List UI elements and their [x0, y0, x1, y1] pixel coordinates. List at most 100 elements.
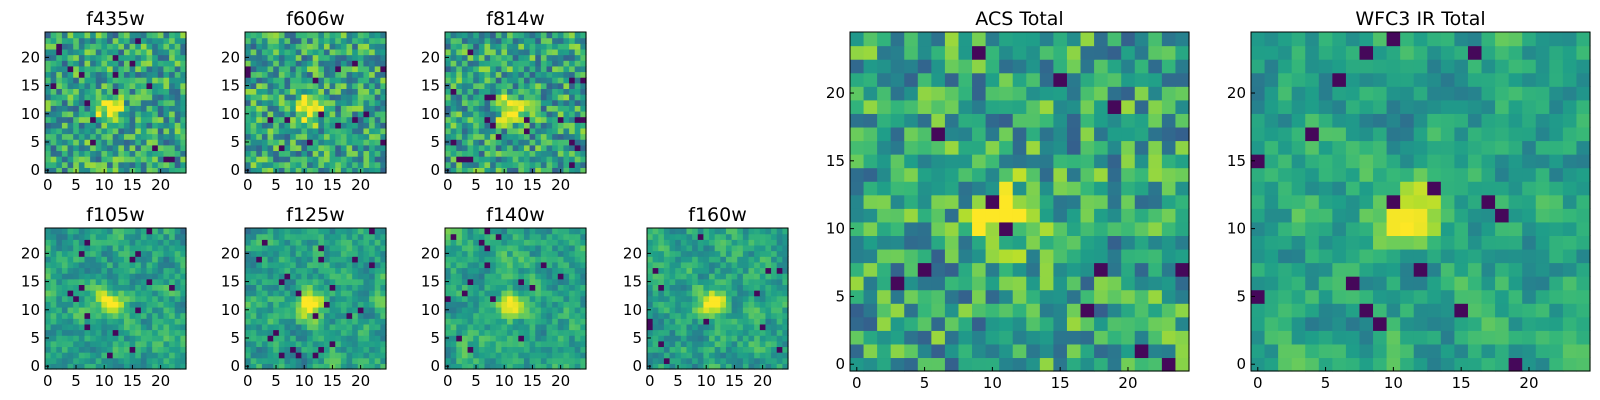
pixel-cell: [335, 48, 342, 56]
pixel-cell: [78, 161, 86, 168]
pixel-cell: [323, 228, 331, 235]
pixel-cell: [363, 127, 370, 135]
pixel-cell: [445, 256, 452, 263]
pixel-cell: [123, 161, 131, 168]
pixel-cell: [890, 208, 905, 223]
pixel-cell: [250, 233, 257, 240]
pixel-cell: [1107, 221, 1122, 236]
pixel-cell: [267, 43, 274, 50]
pixel-cell: [290, 233, 297, 240]
pixel-cell: [759, 290, 767, 297]
pixel-cell: [495, 122, 502, 129]
pixel-cell: [357, 239, 365, 246]
pixel-cell: [340, 323, 348, 331]
pixel-cell: [563, 312, 570, 319]
pixel-cell: [261, 278, 269, 285]
pixel-cell: [129, 127, 136, 135]
pixel-cell: [863, 316, 878, 331]
pixel-cell: [95, 346, 102, 353]
pixel-cell: [129, 161, 136, 168]
pixel-cell: [456, 301, 463, 308]
pixel-cell: [1039, 248, 1054, 264]
pixel-cell: [307, 144, 314, 152]
pixel-cell: [563, 99, 570, 106]
pixel-cell: [67, 306, 74, 314]
pixel-cell: [546, 48, 553, 56]
pixel-cell: [985, 140, 1000, 155]
pixel-cell: [123, 60, 131, 67]
pixel-cell: [290, 256, 297, 263]
x-tick-label: 20: [351, 176, 370, 194]
pixel-cell: [529, 244, 536, 252]
pixel-cell: [478, 312, 486, 319]
pixel-cell: [140, 256, 148, 263]
pixel-cell: [329, 32, 336, 39]
pixel-cell: [501, 88, 508, 95]
pixel-cell: [180, 105, 187, 112]
pixel-cell: [456, 43, 463, 50]
pixel-cell: [284, 323, 291, 331]
pixel-cell: [890, 235, 905, 250]
pixel-cell: [301, 228, 308, 235]
pixel-cell: [647, 256, 654, 263]
pixel-cell: [529, 306, 536, 314]
pixel-cell: [518, 32, 525, 39]
pixel-cell: [340, 77, 348, 84]
pixel-cell: [374, 329, 381, 336]
pixel-cell: [703, 228, 710, 235]
pixel-cell: [569, 329, 576, 336]
pixel-cell: [112, 278, 119, 285]
pixel-cell: [340, 37, 348, 44]
pixel-cell: [267, 32, 274, 39]
pixel-cell: [118, 43, 125, 50]
pixel-cell: [284, 37, 291, 44]
pixel-cell: [663, 284, 671, 291]
pixel-cell: [484, 256, 491, 263]
pixel-cell: [461, 228, 469, 235]
pixel-cell: [267, 357, 274, 364]
pixel-cell: [467, 228, 474, 235]
pixel-cell: [380, 133, 387, 140]
pixel-cell: [569, 88, 576, 95]
pixel-cell: [523, 244, 531, 252]
pixel-cell: [180, 244, 187, 252]
pixel-cell: [118, 244, 125, 252]
pixel-cell: [50, 346, 57, 353]
pixel-cell: [765, 261, 772, 269]
pixel-cell: [380, 301, 387, 308]
pixel-cell: [546, 340, 553, 348]
pixel-cell: [95, 318, 102, 325]
pixel-cell: [312, 363, 319, 370]
pixel-cell: [473, 156, 480, 163]
pixel-cell: [169, 228, 176, 235]
pixel-cell: [284, 156, 291, 163]
pixel-cell: [877, 126, 892, 142]
pixel-cell: [73, 133, 80, 140]
pixel-cell: [352, 167, 359, 174]
pixel-cell: [295, 329, 302, 336]
pixel-cell: [323, 256, 331, 263]
pixel-cell: [759, 312, 767, 319]
pixel-cell: [782, 273, 789, 280]
pixel-cell: [307, 116, 314, 123]
pixel-cell: [771, 290, 778, 297]
pixel-cell: [335, 133, 342, 140]
pixel-cell: [552, 301, 559, 308]
pixel-cell: [290, 144, 297, 152]
pixel-cell: [904, 113, 919, 128]
pixel-cell: [346, 127, 353, 135]
pixel-cell: [174, 244, 181, 252]
pixel-cell: [490, 110, 497, 118]
pixel-cell: [261, 77, 269, 84]
pixel-cell: [323, 110, 331, 118]
pixel-cell: [329, 133, 336, 140]
pixel-cell: [107, 133, 114, 140]
pixel-cell: [157, 127, 165, 135]
pixel-cell: [101, 335, 108, 342]
pixel-cell: [461, 363, 469, 370]
pixel-cell: [129, 357, 136, 364]
pixel-cell: [318, 105, 325, 112]
pixel-cell: [540, 144, 548, 152]
pixel-cell: [374, 312, 381, 319]
pixel-cell: [84, 167, 91, 174]
